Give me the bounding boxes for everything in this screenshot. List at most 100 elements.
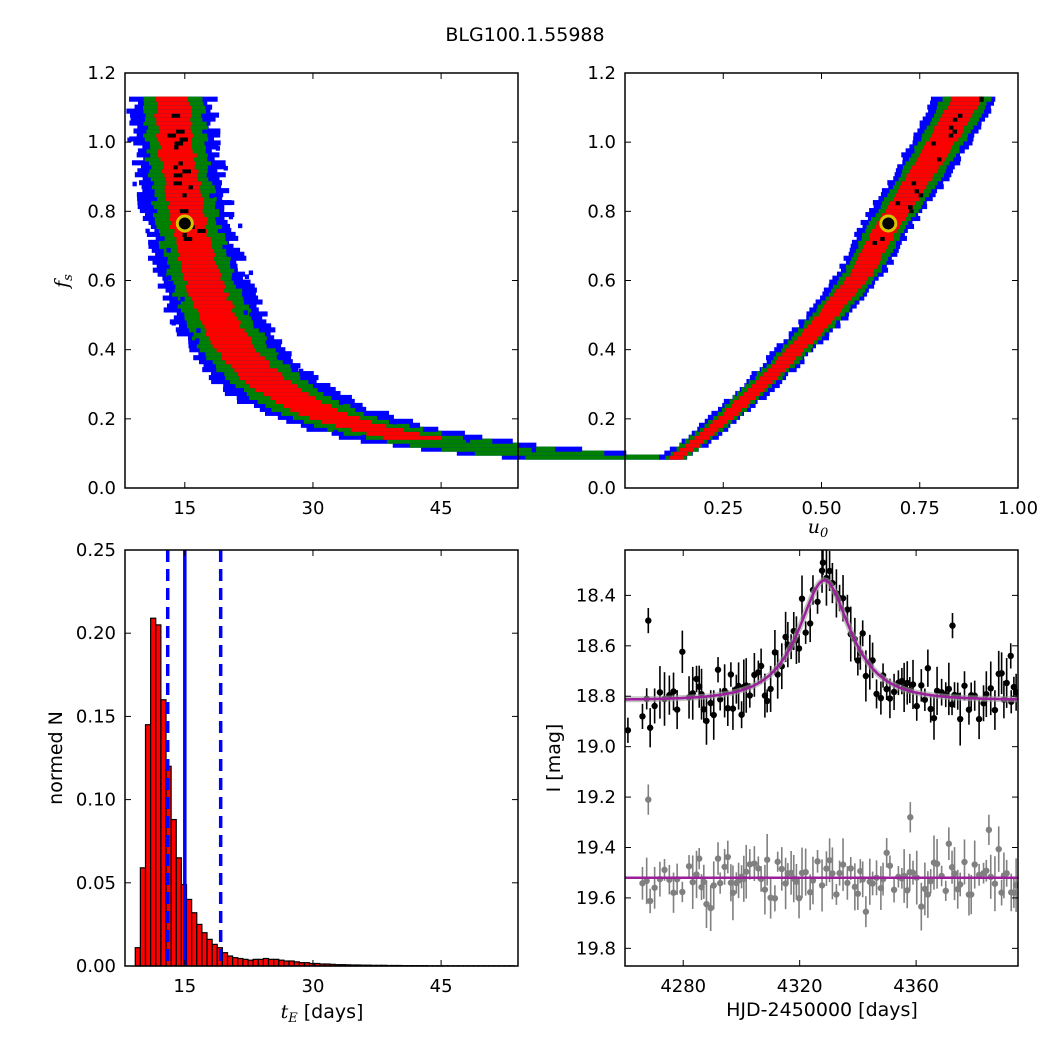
sigma1-cell-row [221,351,261,357]
residual-point [646,897,654,905]
sigma1-cell-row [193,299,233,305]
sigma1-cell-row [782,351,801,357]
sigma1-cell-row [199,311,235,317]
sigma3-outlier-cell [321,384,326,389]
sigma1-cell-row [882,211,908,218]
sigma3-outlier-cell [171,320,176,326]
sigma1-cell-row [826,299,848,305]
best-fit-sample-cell [174,144,179,150]
residual-point [814,858,821,865]
histogram-bar [150,617,157,967]
sigma1-cell-row [335,422,387,428]
residual-point [886,862,894,869]
sigma1-cell-row [173,231,207,237]
sigma1-cell-row [254,386,302,393]
sigma3-outlier-cell [465,437,471,443]
histogram-bar [257,958,265,967]
residual-point [851,883,859,891]
sigma1-cell-row [206,331,249,337]
sigma1-cell-row [919,152,948,158]
data-point [991,706,999,714]
best-fit-sample-cell [182,192,187,198]
best-fit-sample-cell [918,192,924,198]
sigma1-cell-row [863,243,888,249]
data-point [862,672,870,680]
residual-point [643,877,650,885]
residual-point [1003,870,1010,877]
data-point [714,666,722,673]
best-fit-sample-cell [173,164,178,170]
sigma3-outlier-cell [243,310,248,315]
sigma1-cell-row [895,192,922,198]
sigma1-cell-row [165,176,198,182]
residual-point [823,865,830,872]
sigma1-cell-row [270,394,316,401]
data-point [918,682,925,689]
sigma1-cell-row [309,414,361,420]
sigma1-cell-row [176,235,211,241]
best-fit-sample-cell [909,207,914,214]
residual-point [924,891,932,898]
p1-ticks: 15 30 45 0.0 0.2 0.4 0.6 0.8 1.0 1.2 [87,63,518,519]
residual-point [645,796,652,803]
residual-point [771,895,779,902]
sigma1-cell-row [775,359,794,365]
residual-point [696,855,703,862]
best-fit-sample-cell [952,116,958,122]
histogram-bar [262,957,270,967]
sigma3-outlier-cell [145,228,150,234]
data-point [755,669,762,676]
x-tick-label: 45 [430,976,453,997]
data-point [961,682,968,689]
p4-ticks: 4280 4320 4360 18.4 18.6 18.8 19.0 19.2 19.4 19.6… [576,550,1018,997]
data-point [886,695,894,702]
y-tick-label: 1.0 [587,132,616,153]
y-tick-label: 0.20 [76,623,116,644]
sigma1-cell-row [929,136,959,142]
y-tick-label: 19.2 [576,787,616,808]
residual-point [844,879,851,887]
sigma3-outlier-cell [166,275,172,280]
residual-point [793,878,800,885]
sigma1-cell-row [933,128,963,134]
data-point [798,595,806,602]
sigma1-cell-row [899,184,927,190]
sigma1-cell-row [869,231,894,237]
sigma1-cell-row [163,164,195,170]
residual-point [961,858,968,866]
histogram-bar [252,958,259,967]
data-point [818,567,826,574]
best-fit-sample-cell [182,231,187,237]
best-fit-sample-cell [182,168,191,174]
sigma1-cell-row [185,283,226,289]
sigma1-cell-row [234,367,277,373]
sigma1-cell-row [212,343,254,349]
sigma1-cell-row [722,410,739,416]
data-point [927,705,934,713]
residual-point [1012,881,1018,889]
data-point [625,727,632,734]
sigma1-cell-row [807,323,828,329]
best-fit-sample-cell [908,204,913,210]
histogram-bar [155,624,162,967]
sigma1-cell-row [238,371,283,377]
histogram-bar [144,724,152,967]
sigma1-cell-row [851,267,874,273]
sigma1-cell-row [169,200,205,206]
sigma1-cell-row [177,243,212,249]
sigma1-cell-row [181,267,220,273]
best-fit-sample-cell [957,112,963,118]
histogram-bar [247,959,254,967]
residual-point [743,868,750,875]
p2-density-cells [659,96,996,460]
sigma3-outlier-cell [180,296,185,302]
p2-ticks: 0.25 0.50 0.75 1.00 0.0 0.2 0.4 0.6 0.8 1.0 1.2 [587,63,1038,519]
data-point [727,671,735,678]
residual-point [854,890,862,897]
y-tick-label: 19.0 [576,737,616,758]
data-point [956,715,964,723]
sigma1-cell-row [914,160,943,166]
data-point [767,685,774,693]
sigma1-cell-row [840,283,863,289]
